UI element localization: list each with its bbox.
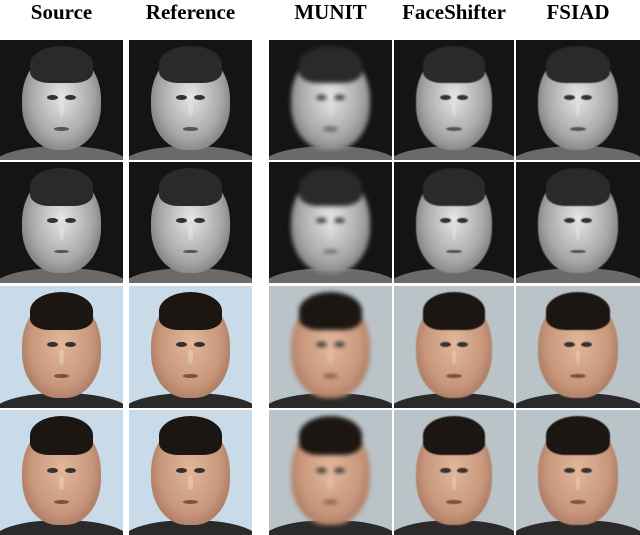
face-image-r4-c4 — [394, 410, 514, 535]
face-image-r3-c2 — [129, 286, 252, 408]
face-image-r4-c3 — [269, 410, 392, 535]
face-image-r1-c3 — [269, 40, 392, 160]
face-image-r1-c5 — [516, 40, 640, 160]
column-header-fsiad: FSIAD — [546, 0, 610, 24]
face-image-r2-c2 — [129, 162, 252, 283]
face-image-r4-c5 — [516, 410, 640, 535]
column-header-reference: Reference — [145, 0, 236, 24]
face-image-r2-c1 — [0, 162, 123, 283]
face-image-r2-c4 — [394, 162, 514, 283]
face-image-r3-c5 — [516, 286, 640, 408]
face-image-r1-c4 — [394, 40, 514, 160]
column-header-source: Source — [30, 0, 93, 24]
face-image-r4-c1 — [0, 410, 123, 535]
face-image-r2-c3 — [269, 162, 392, 283]
face-image-r3-c3 — [269, 286, 392, 408]
column-header-munit: MUNIT — [294, 0, 367, 24]
face-image-r1-c2 — [129, 40, 252, 160]
column-header-faceshifter: FaceShifter — [402, 0, 506, 24]
face-image-r2-c5 — [516, 162, 640, 283]
face-image-r3-c4 — [394, 286, 514, 408]
face-image-r4-c2 — [129, 410, 252, 535]
face-image-r3-c1 — [0, 286, 123, 408]
face-image-r1-c1 — [0, 40, 123, 160]
